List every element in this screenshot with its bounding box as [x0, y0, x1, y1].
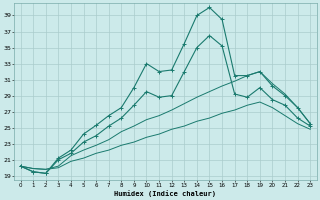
X-axis label: Humidex (Indice chaleur): Humidex (Indice chaleur): [114, 190, 216, 197]
